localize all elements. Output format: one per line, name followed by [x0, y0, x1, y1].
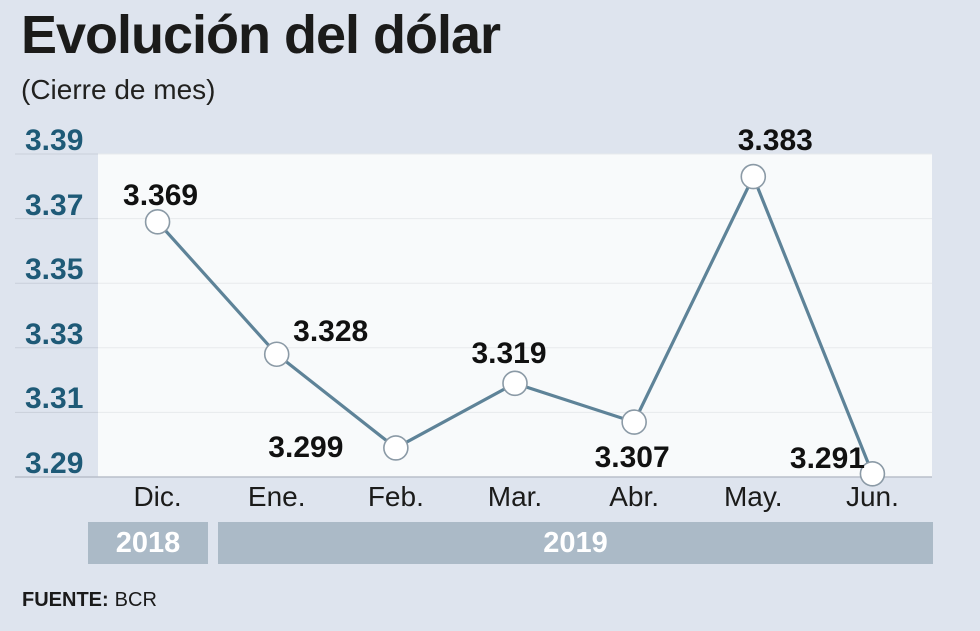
x-axis-month-label: Ene.: [247, 481, 306, 512]
data-point-marker: [502, 370, 528, 397]
x-axis-month-label: Abr.: [609, 481, 660, 512]
x-axis-month-label: May.: [723, 481, 783, 512]
chart-subtitle: (Cierre de mes): [21, 74, 216, 105]
year-band-2018: 2018: [88, 522, 208, 564]
data-point-marker: [740, 163, 767, 190]
data-point-marker: [144, 209, 171, 235]
y-axis-tick-label: 3.35: [25, 253, 84, 287]
y-axis-tick-label: 3.33: [25, 317, 84, 351]
data-point-marker: [383, 435, 409, 461]
data-point-marker: [621, 409, 647, 435]
year-band-2018-label: 2018: [115, 527, 181, 559]
data-point-label: 3.328: [293, 315, 369, 349]
x-axis-month-label: Feb.: [367, 481, 424, 512]
y-axis-tick-label: 3.37: [25, 188, 84, 222]
data-point-marker: [263, 341, 290, 368]
page-title: Evolución del dólar: [21, 5, 501, 65]
x-axis-month-label: Jun.: [845, 481, 899, 512]
x-axis-month-label: Dic.: [133, 481, 182, 512]
source: FUENTE: BCR: [22, 589, 157, 612]
y-axis-tick-label: 3.29: [25, 447, 84, 480]
year-band-2019-label: 2019: [543, 527, 608, 559]
source-value: BCR: [114, 589, 157, 611]
plot-area: [98, 154, 932, 477]
source-label: FUENTE:: [22, 589, 109, 611]
y-axis-tick-label: 3.31: [25, 382, 84, 416]
y-axis-tick-label: 3.39: [25, 124, 84, 157]
data-point-label: 3.319: [471, 337, 547, 371]
data-point-label: 3.383: [737, 123, 813, 157]
year-band-2019: 2019: [218, 522, 933, 564]
data-point-label: 3.369: [123, 178, 199, 212]
data-point-label: 3.291: [789, 441, 865, 475]
data-point-marker: [859, 460, 886, 487]
data-point-label: 3.307: [594, 441, 670, 475]
x-axis-month-label: Mar.: [487, 481, 543, 512]
data-point-label: 3.299: [268, 430, 344, 464]
